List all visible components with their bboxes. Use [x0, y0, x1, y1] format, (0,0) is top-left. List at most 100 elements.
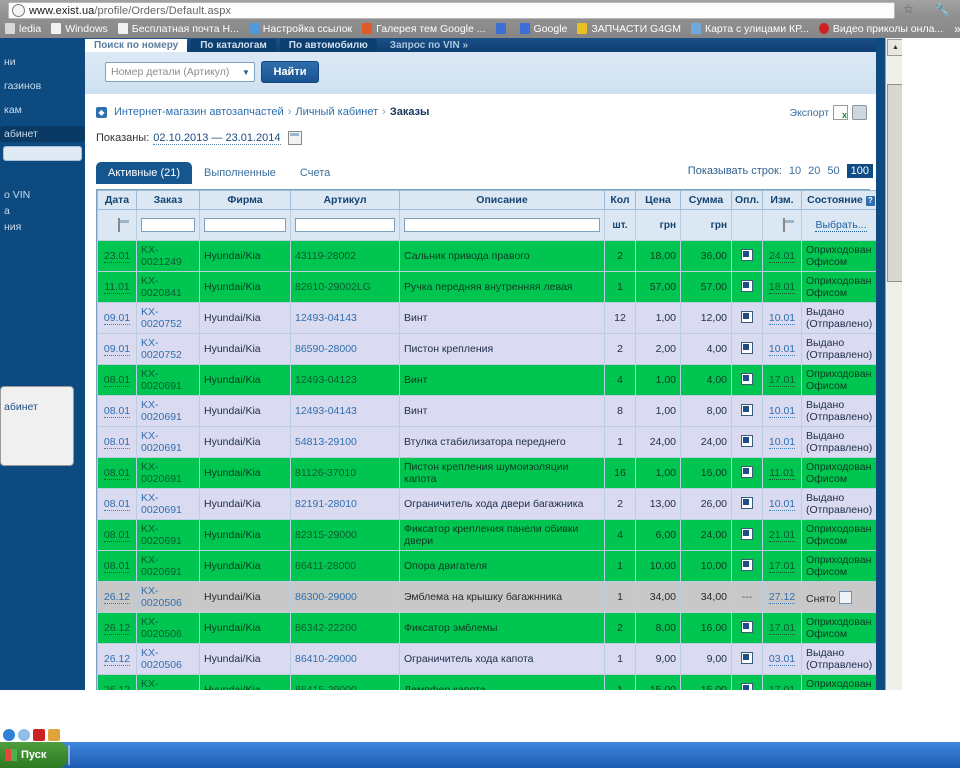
calendar-filter-icon[interactable]: [782, 218, 785, 232]
table-row[interactable]: 09.01 KX-0020752 Hyundai/Kia 12493-04143 Вин…: [97, 302, 926, 334]
table-row[interactable]: 08.01 KX-0020691 Hyundai/Kia 12493-04143 Вин…: [97, 395, 926, 427]
cell-changed[interactable]: 10.01: [762, 302, 802, 334]
filter-order-cell[interactable]: [136, 209, 200, 241]
bookmark-item[interactable]: Карта с улицами КР...: [686, 19, 814, 38]
cell-article[interactable]: 82610-29002LG: [290, 271, 400, 303]
bookmarks-overflow-icon[interactable]: »: [948, 22, 960, 36]
cell-date[interactable]: 08.01: [97, 426, 137, 458]
sidebar-item-cabinet[interactable]: абинет: [0, 126, 85, 142]
cell-changed[interactable]: 17.01: [762, 550, 802, 582]
table-row[interactable]: 26.12 KX-0020506 Hyundai/Kia 86300-29000 Эмб…: [97, 581, 926, 613]
cell-article[interactable]: 81126-37010: [290, 457, 400, 489]
export-label[interactable]: Экспорт: [789, 106, 829, 119]
sidebar-item-1[interactable]: газинов: [4, 80, 42, 92]
cell-changed[interactable]: 03.01: [762, 643, 802, 675]
col-price[interactable]: Цена: [635, 190, 681, 210]
find-button[interactable]: Найти: [261, 61, 319, 83]
cell-changed[interactable]: 17.01: [762, 364, 802, 396]
table-row[interactable]: 09.01 KX-0020752 Hyundai/Kia 86590-28000 Пис…: [97, 333, 926, 365]
table-row[interactable]: 08.01 KX-0020691 Hyundai/Kia 81126-37010 Пис…: [97, 457, 926, 489]
filter-article-input[interactable]: [295, 217, 395, 232]
tab-completed-orders[interactable]: Выполненные: [204, 167, 276, 179]
rows-option-50[interactable]: 50: [827, 165, 840, 177]
col-qty[interactable]: Кол: [604, 190, 636, 210]
cell-order[interactable]: KX-0020691: [136, 488, 200, 520]
cell-changed[interactable]: 10.01: [762, 488, 802, 520]
filter-firm-cell[interactable]: [199, 209, 291, 241]
tab-vin-request[interactable]: Запрос по VIN »: [389, 40, 469, 51]
bookmark-item[interactable]: ЗАПЧАСТИ G4GM: [572, 19, 686, 38]
cell-changed[interactable]: 10.01: [762, 426, 802, 458]
col-state[interactable]: Состояние?: [801, 190, 881, 210]
table-row[interactable]: 08.01 KX-0020691 Hyundai/Kia 82315-29000 Фик…: [97, 519, 926, 551]
wrench-menu-icon[interactable]: 🔧: [934, 2, 951, 17]
pdf-icon[interactable]: [33, 729, 45, 741]
cell-order[interactable]: KX-0020691: [136, 457, 200, 489]
tab-by-car[interactable]: По автомобилю: [279, 39, 377, 52]
cell-article[interactable]: 43119-28002: [290, 240, 400, 272]
cell-date[interactable]: 11.01: [97, 271, 137, 303]
chevron-down-icon[interactable]: ▼: [242, 67, 250, 77]
cell-article[interactable]: 86411-28000: [290, 550, 400, 582]
calendar-icon[interactable]: [287, 131, 302, 145]
browser-icon[interactable]: [3, 729, 15, 741]
filter-order-input[interactable]: [141, 217, 195, 232]
col-paid[interactable]: Опл.: [731, 190, 763, 210]
table-row[interactable]: 08.01 KX-0020691 Hyundai/Kia 54813-29100 Вту…: [97, 426, 926, 458]
breadcrumb-cabinet[interactable]: Личный кабинет: [295, 106, 379, 118]
excel-export-icon[interactable]: [833, 105, 848, 120]
breadcrumb-shop[interactable]: Интернет-магазин автозапчастей: [114, 106, 284, 118]
page-scrollbar[interactable]: ▲ ▼: [885, 38, 904, 728]
calendar-filter-icon[interactable]: [117, 218, 120, 232]
table-row[interactable]: 08.01 KX-0020691 Hyundai/Kia 86411-28000 Опо…: [97, 550, 926, 582]
bookmark-item[interactable]: [491, 19, 515, 38]
sidebar-vin-item-2[interactable]: ния: [4, 221, 22, 233]
cell-date[interactable]: 26.12: [97, 581, 137, 613]
filter-state-cell[interactable]: Выбрать...: [801, 209, 881, 241]
col-date[interactable]: Дата: [97, 190, 137, 210]
cell-order[interactable]: KX-0020506: [136, 643, 200, 675]
search-combo[interactable]: Номер детали (Артикул) ▼: [105, 62, 255, 82]
bookmark-item[interactable]: Видео приколы онла...: [814, 19, 948, 38]
table-row[interactable]: 26.12 KX-0020506 Hyundai/Kia 86410-29000 Огр…: [97, 643, 926, 675]
cell-order[interactable]: KX-0021249: [136, 240, 200, 272]
cell-article[interactable]: 86590-28000: [290, 333, 400, 365]
rows-option-20[interactable]: 20: [808, 165, 821, 177]
cell-changed[interactable]: 27.12: [762, 581, 802, 613]
cell-changed[interactable]: 10.01: [762, 333, 802, 365]
shown-range-value[interactable]: 02.10.2013 — 23.01.2014: [153, 131, 281, 145]
cell-changed[interactable]: 11.01: [762, 457, 802, 489]
col-article[interactable]: Артикул: [290, 190, 400, 210]
filter-description-cell[interactable]: [399, 209, 605, 241]
cell-order[interactable]: KX-0020691: [136, 426, 200, 458]
explorer-icon[interactable]: [18, 729, 30, 741]
tab-invoices[interactable]: Счета: [299, 167, 331, 179]
app-icon[interactable]: [48, 729, 60, 741]
col-sum[interactable]: Сумма: [680, 190, 732, 210]
page-info-icon[interactable]: [12, 4, 25, 17]
cell-order[interactable]: KX-0020752: [136, 333, 200, 365]
col-order[interactable]: Заказ: [136, 190, 200, 210]
cell-date[interactable]: 08.01: [97, 488, 137, 520]
sidebar-cabinet-popup[interactable]: абинет: [0, 386, 74, 466]
cell-date[interactable]: 23.01: [97, 240, 137, 272]
cell-date[interactable]: 08.01: [97, 550, 137, 582]
sidebar-item-0[interactable]: ни: [4, 56, 16, 68]
cell-date[interactable]: 08.01: [97, 364, 137, 396]
cell-article[interactable]: 86410-29000: [290, 643, 400, 675]
col-description[interactable]: Описание: [399, 190, 605, 210]
cell-date[interactable]: 09.01: [97, 333, 137, 365]
cell-order[interactable]: KX-0020841: [136, 271, 200, 303]
table-row[interactable]: 26.12 KX-0020506 Hyundai/Kia 86342-22200 Фик…: [97, 612, 926, 644]
bookmark-item[interactable]: Галерея тем Google ...: [357, 19, 490, 38]
cell-article[interactable]: 86342-22200: [290, 612, 400, 644]
cell-order[interactable]: KX-0020691: [136, 395, 200, 427]
cell-order[interactable]: KX-0020506: [136, 612, 200, 644]
sidebar-search-input[interactable]: [3, 146, 82, 161]
cell-date[interactable]: 08.01: [97, 519, 137, 551]
cell-date[interactable]: 08.01: [97, 457, 137, 489]
address-bar[interactable]: www.exist.ua/profile/Orders/Default.aspx: [8, 2, 895, 19]
filter-firm-input[interactable]: [204, 217, 286, 232]
cell-order[interactable]: KX-0020691: [136, 550, 200, 582]
bookmark-item[interactable]: Бесплатная почта Н...: [113, 19, 244, 38]
